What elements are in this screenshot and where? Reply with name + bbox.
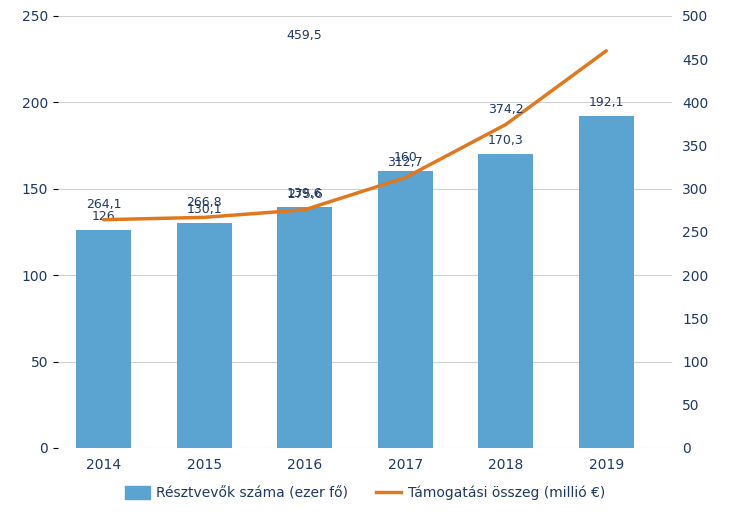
Text: 312,7: 312,7 xyxy=(388,156,423,169)
Text: 139,6: 139,6 xyxy=(287,187,323,200)
Bar xyxy=(76,230,131,448)
Text: 264,1: 264,1 xyxy=(86,198,121,211)
Bar xyxy=(478,153,534,448)
Text: 192,1: 192,1 xyxy=(588,96,624,109)
Bar xyxy=(377,171,433,448)
Bar xyxy=(277,207,332,448)
Text: 374,2: 374,2 xyxy=(488,103,523,116)
Bar xyxy=(177,223,232,448)
Legend: Résztvevők száma (ezer fő), Támogatási összeg (millió €): Résztvevők száma (ezer fő), Támogatási ö… xyxy=(119,480,611,506)
Text: 130,1: 130,1 xyxy=(186,203,222,216)
Text: 459,5: 459,5 xyxy=(287,29,323,42)
Text: 266,8: 266,8 xyxy=(186,196,222,209)
Text: 126: 126 xyxy=(92,210,115,223)
Text: 275,6: 275,6 xyxy=(287,188,323,201)
Text: 170,3: 170,3 xyxy=(488,134,523,147)
Bar xyxy=(579,116,634,448)
Text: 160: 160 xyxy=(393,151,417,164)
